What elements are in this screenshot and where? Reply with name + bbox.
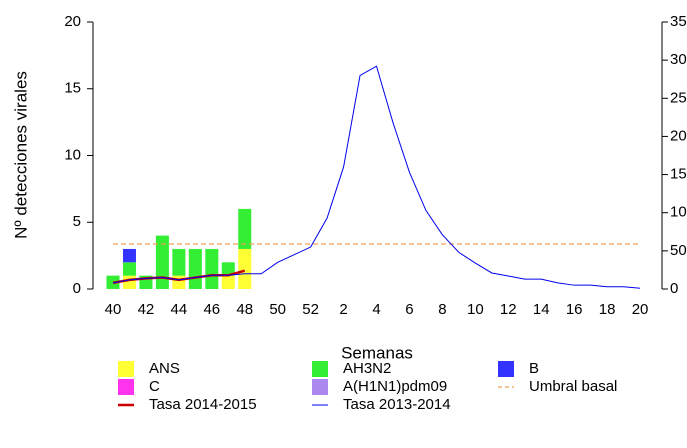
x-tick-label: 12 — [500, 301, 517, 318]
y2-tick-label: 200 — [670, 127, 687, 144]
bar-segment — [172, 275, 186, 289]
x-tick-label: 8 — [438, 301, 446, 318]
legend-label: C — [149, 378, 160, 395]
legend-swatch — [118, 379, 134, 395]
y2-tick-label: 250 — [670, 89, 687, 106]
x-tick-label: 16 — [566, 301, 583, 318]
legend-label: Umbral basal — [529, 378, 617, 395]
x-tick-label: 48 — [236, 301, 253, 318]
y-tick-label: 10 — [64, 146, 81, 163]
x-tick-label: 46 — [203, 301, 220, 318]
y2-tick-label: 50 — [670, 242, 687, 259]
bar-segment — [172, 248, 186, 276]
bar-segment — [188, 248, 202, 289]
x-tick-label: 40 — [105, 301, 122, 318]
bar-segment — [221, 275, 235, 289]
bar-segment — [155, 235, 169, 289]
y2-tick-label: 100 — [670, 204, 687, 221]
legend-label: Tasa 2014-2015 — [149, 396, 257, 413]
x-tick-label: 20 — [632, 301, 649, 318]
legend-swatch — [498, 361, 514, 377]
x-tick-label: 10 — [467, 301, 484, 318]
legend-label: B — [529, 360, 539, 377]
x-tick-label: 44 — [171, 301, 188, 318]
bar-segment — [122, 262, 136, 276]
rate-line — [112, 65, 641, 289]
x-tick-label: 42 — [138, 301, 155, 318]
y-tick-label: 5 — [73, 213, 81, 230]
x-tick-label: 4 — [372, 301, 380, 318]
legend-label: Tasa 2013-2014 — [343, 396, 451, 413]
legend-swatch — [312, 379, 328, 395]
bar-segment — [238, 248, 252, 289]
legend-swatch — [118, 361, 134, 377]
bar-segment — [238, 208, 252, 249]
x-tick-label: 50 — [269, 301, 286, 318]
x-tick-label: 2 — [339, 301, 347, 318]
y-tick-label: 0 — [73, 280, 81, 297]
bar-segment — [122, 248, 136, 263]
y-tick-label: 20 — [64, 13, 81, 30]
bar-segment — [221, 262, 235, 276]
legend-swatch — [312, 361, 328, 377]
bar-segment — [205, 248, 219, 289]
x-axis-label: Semanas — [341, 343, 413, 362]
legend-label: A(H1N1)pdm09 — [343, 378, 447, 395]
y2-tick-label: 300 — [670, 51, 687, 68]
y-tick-label: 15 — [64, 80, 81, 97]
y-axis-label: Nº detecciones virales — [11, 71, 30, 239]
y2-tick-label: 350 — [670, 13, 687, 30]
legend-label: AH3N2 — [343, 360, 391, 377]
legend-label: ANS — [149, 360, 180, 377]
x-tick-label: 14 — [533, 301, 550, 318]
x-tick-label: 52 — [302, 301, 319, 318]
y2-tick-label: 150 — [670, 166, 687, 183]
x-tick-label: 6 — [405, 301, 413, 318]
bar-segment — [122, 275, 136, 289]
x-tick-label: 18 — [599, 301, 616, 318]
y2-tick-label: 0 — [670, 280, 678, 297]
